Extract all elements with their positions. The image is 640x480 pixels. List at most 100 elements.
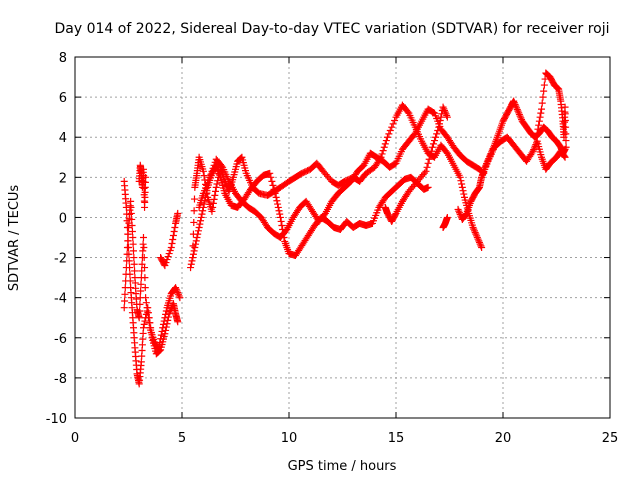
data-point — [139, 240, 147, 248]
data-point — [212, 183, 220, 191]
data-point — [455, 209, 463, 217]
data-point — [142, 294, 150, 302]
data-point — [172, 284, 180, 292]
data-point — [533, 139, 541, 147]
data-point — [161, 314, 169, 322]
data-point — [478, 244, 486, 252]
data-point — [380, 143, 388, 151]
data-point — [136, 300, 144, 308]
data-point — [128, 227, 136, 235]
data-point — [562, 123, 570, 131]
data-point — [168, 240, 176, 248]
data-point — [208, 207, 216, 215]
data-point — [135, 314, 143, 322]
data-point — [139, 234, 147, 241]
data-point — [470, 227, 478, 235]
data-point — [270, 185, 278, 193]
data-point — [266, 169, 274, 177]
data-point — [121, 290, 129, 298]
data-point — [454, 205, 462, 213]
data-point — [124, 230, 132, 238]
y-tick-label: -4 — [54, 292, 67, 307]
data-point — [140, 244, 148, 252]
data-point — [189, 254, 197, 262]
data-point — [121, 284, 129, 292]
data-point — [190, 195, 198, 203]
data-point — [275, 207, 283, 215]
data-point — [213, 180, 221, 188]
data-point — [516, 112, 524, 120]
data-point — [130, 260, 138, 268]
data-point — [471, 228, 479, 236]
data-point — [421, 169, 429, 177]
y-tick-label: 8 — [59, 51, 67, 66]
data-point — [276, 210, 284, 218]
data-point — [459, 187, 467, 195]
data-point — [169, 231, 177, 239]
data-point — [272, 193, 280, 201]
data-point — [192, 240, 200, 248]
x-tick-label: 5 — [178, 431, 186, 446]
data-point — [440, 105, 448, 113]
data-point — [462, 210, 470, 218]
data-point — [389, 120, 397, 128]
data-point — [137, 280, 145, 288]
y-tick-label: 2 — [59, 171, 67, 186]
data-point — [171, 223, 179, 231]
data-point — [269, 181, 277, 189]
data-point — [137, 287, 145, 295]
data-point — [268, 177, 276, 185]
data-point — [460, 190, 468, 198]
data-point — [197, 213, 205, 221]
data-point — [515, 110, 523, 118]
data-point — [562, 137, 570, 145]
data-point — [276, 213, 284, 221]
data-point — [124, 237, 132, 245]
x-tick-label: 20 — [495, 431, 512, 446]
data-point — [156, 338, 164, 346]
data-point — [439, 103, 447, 111]
data-point — [538, 99, 546, 107]
data-point — [510, 97, 518, 105]
data-point — [473, 234, 481, 241]
data-point — [510, 99, 518, 107]
data-point — [199, 167, 207, 175]
data-point — [435, 123, 443, 131]
data-point — [271, 189, 279, 197]
data-point — [161, 262, 169, 270]
data-point — [140, 184, 148, 192]
data-point — [154, 346, 162, 354]
data-point — [188, 257, 196, 265]
data-point — [425, 155, 433, 163]
axis-ticks: 0 5 10 15 20 25 -10 -8 -6 -4 -2 0 2 4 6 8 — [46, 51, 619, 446]
data-point — [123, 257, 131, 265]
data-point — [434, 127, 442, 135]
data-point — [561, 153, 569, 161]
data-point — [533, 129, 541, 137]
grid-lines — [75, 57, 610, 418]
data-point — [172, 285, 180, 293]
data-point — [157, 335, 165, 343]
data-point — [388, 123, 396, 131]
data-point — [474, 235, 482, 243]
data-point — [536, 113, 544, 121]
data-point — [429, 140, 437, 148]
data-point — [517, 114, 525, 122]
data-point — [129, 247, 137, 255]
data-point — [193, 234, 201, 241]
data-point — [167, 244, 175, 252]
data-point — [189, 250, 197, 258]
data-point — [163, 256, 171, 264]
data-point — [127, 197, 135, 205]
y-axis-label: SDTVAR / TECUs — [7, 185, 22, 292]
data-point — [197, 217, 205, 225]
data-point — [141, 284, 149, 292]
y-tick-label: -8 — [54, 372, 67, 387]
data-point — [472, 230, 480, 238]
data-point — [424, 183, 432, 191]
data-point — [529, 147, 537, 155]
data-point — [157, 331, 165, 339]
data-point — [469, 223, 477, 231]
data-point — [173, 287, 181, 295]
